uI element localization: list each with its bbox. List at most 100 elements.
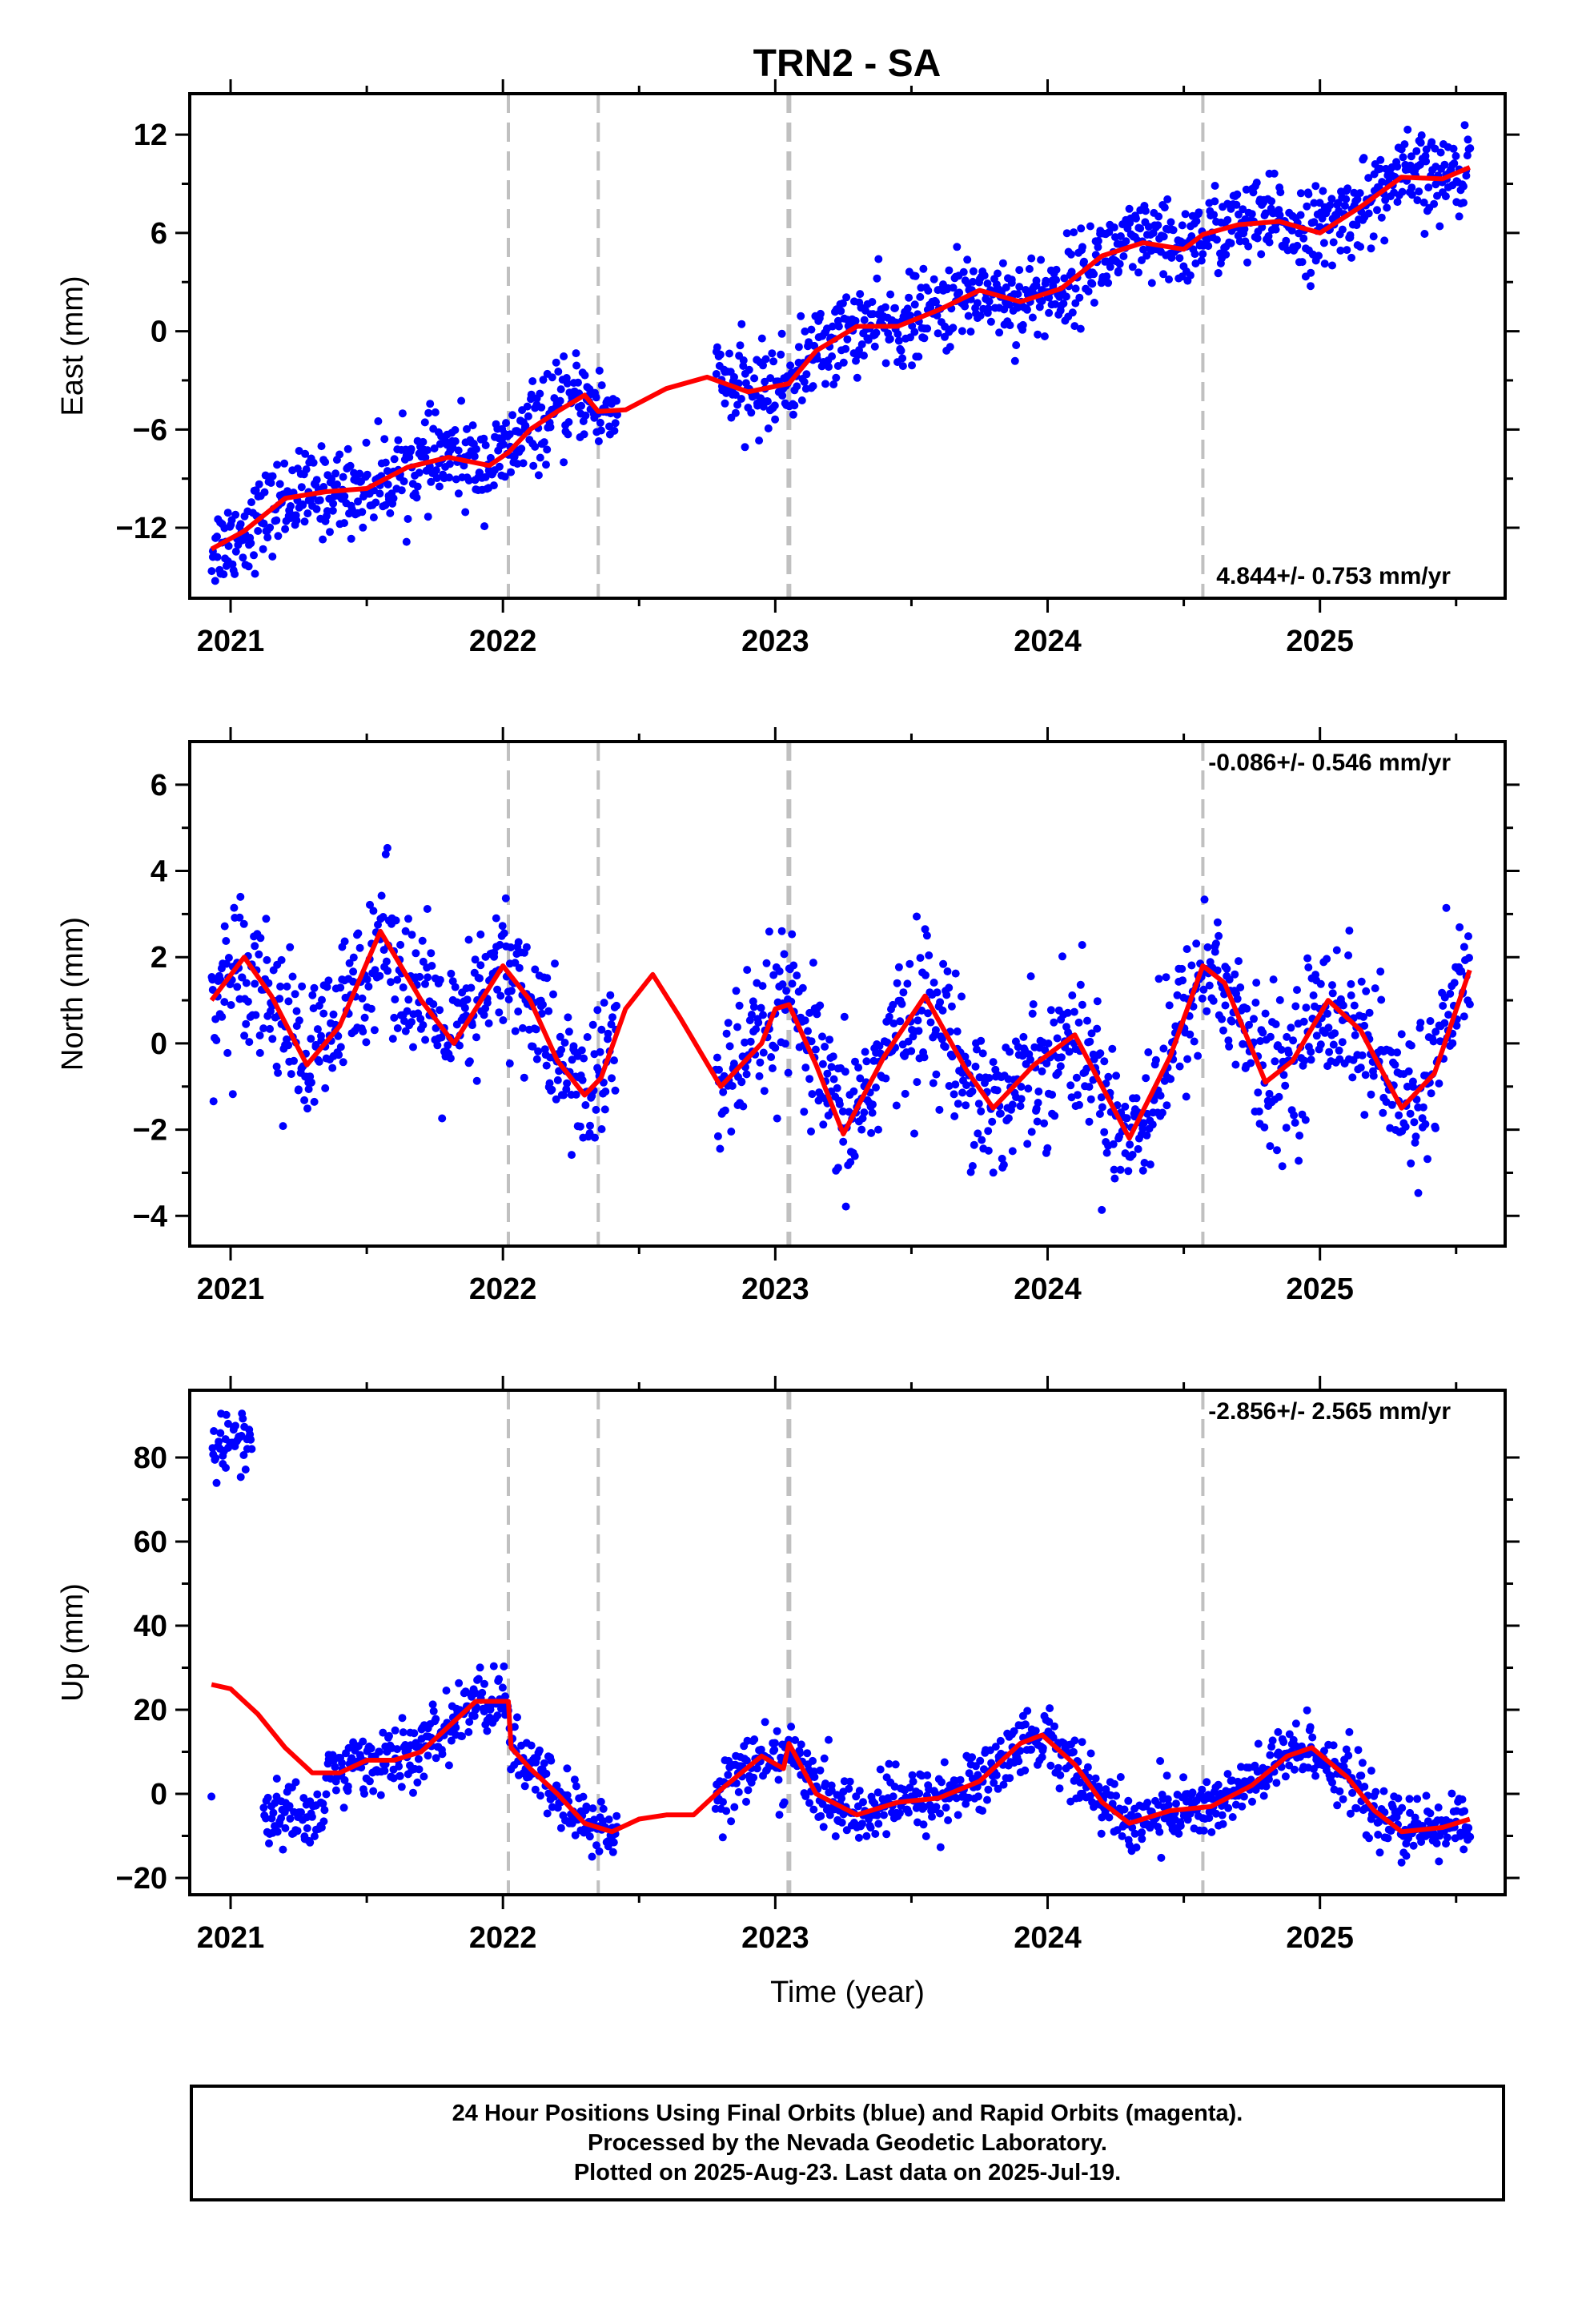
data-point — [1239, 1039, 1247, 1048]
data-point — [317, 442, 326, 451]
data-point — [1339, 1763, 1348, 1771]
data-point — [949, 283, 958, 292]
data-point — [1411, 1813, 1419, 1822]
data-point — [251, 942, 259, 951]
data-point — [383, 967, 392, 975]
data-point — [1421, 1120, 1430, 1128]
data-point — [857, 1125, 866, 1134]
data-point — [312, 476, 321, 485]
data-point — [825, 1035, 834, 1044]
data-point — [231, 1421, 239, 1430]
data-point — [269, 1808, 278, 1817]
data-point — [1235, 957, 1243, 966]
data-point — [507, 468, 516, 476]
data-point — [604, 1029, 612, 1038]
data-point — [594, 437, 603, 445]
data-point — [255, 1031, 264, 1039]
data-point — [1046, 1704, 1054, 1713]
data-point — [1299, 234, 1308, 243]
data-point — [1211, 182, 1219, 190]
data-point — [436, 975, 444, 984]
data-point — [1110, 1165, 1118, 1174]
data-point — [1278, 1162, 1287, 1171]
data-point — [321, 458, 330, 466]
data-point — [874, 1125, 882, 1134]
data-point — [454, 489, 463, 498]
data-point — [379, 1728, 387, 1737]
data-point — [1355, 189, 1364, 198]
data-point — [1266, 1032, 1275, 1041]
data-point — [941, 1043, 950, 1051]
data-point — [1295, 1156, 1303, 1165]
data-point — [259, 545, 267, 553]
data-point — [919, 264, 928, 273]
data-point — [1197, 256, 1206, 265]
data-point — [837, 1818, 846, 1827]
data-point — [399, 1728, 408, 1737]
data-point — [231, 547, 240, 556]
data-point — [1203, 1778, 1211, 1787]
data-point — [298, 982, 307, 991]
data-point — [599, 1817, 607, 1825]
data-point — [1007, 279, 1016, 287]
data-point — [1285, 1730, 1294, 1739]
data-point — [780, 950, 789, 959]
data-point — [511, 1027, 520, 1035]
x-tick-label: 2025 — [1286, 1273, 1354, 1306]
data-point — [1203, 1007, 1211, 1015]
data-point — [290, 1056, 298, 1065]
data-point — [564, 418, 573, 426]
data-point — [1299, 1017, 1308, 1026]
x-tick-label: 2022 — [469, 1921, 537, 1955]
data-point — [588, 1020, 597, 1029]
data-point — [438, 1114, 447, 1123]
data-point — [518, 1023, 527, 1032]
data-point — [793, 382, 801, 391]
data-point — [333, 480, 341, 489]
data-point — [537, 403, 546, 412]
data-point — [1460, 1807, 1469, 1815]
data-point — [480, 434, 488, 443]
data-point — [247, 539, 255, 548]
data-point — [1307, 282, 1315, 291]
data-point — [1343, 184, 1352, 193]
data-point — [1010, 356, 1019, 365]
data-point — [913, 1078, 921, 1087]
data-point — [1032, 276, 1041, 285]
data-point — [1357, 1771, 1366, 1780]
data-point — [447, 969, 456, 978]
data-point — [1254, 1739, 1263, 1748]
data-point — [360, 1013, 369, 1022]
y-tick-label: 0 — [151, 1778, 167, 1811]
data-point — [750, 1735, 759, 1743]
data-point — [216, 975, 225, 984]
data-point — [272, 1062, 281, 1071]
data-point — [758, 982, 767, 991]
data-point — [514, 938, 523, 947]
data-point — [596, 418, 604, 427]
data-point — [854, 1063, 863, 1072]
data-point — [973, 299, 982, 308]
data-point — [393, 1024, 402, 1032]
data-point — [319, 1009, 328, 1018]
data-point — [400, 477, 408, 486]
data-point — [737, 395, 745, 403]
data-point — [340, 492, 349, 501]
data-point — [881, 303, 889, 312]
data-point — [885, 335, 894, 344]
data-point — [916, 292, 925, 301]
data-point — [870, 342, 879, 351]
data-point — [777, 350, 785, 359]
data-point — [1251, 999, 1260, 1007]
data-point — [727, 1817, 736, 1826]
data-point — [1102, 1148, 1111, 1157]
data-point — [1052, 275, 1061, 284]
data-point — [839, 1137, 848, 1146]
data-point — [396, 940, 405, 949]
data-point — [1021, 1720, 1030, 1729]
data-point — [1291, 1002, 1300, 1011]
data-point — [310, 983, 319, 992]
data-point — [465, 1057, 474, 1066]
data-point — [1014, 1757, 1023, 1766]
